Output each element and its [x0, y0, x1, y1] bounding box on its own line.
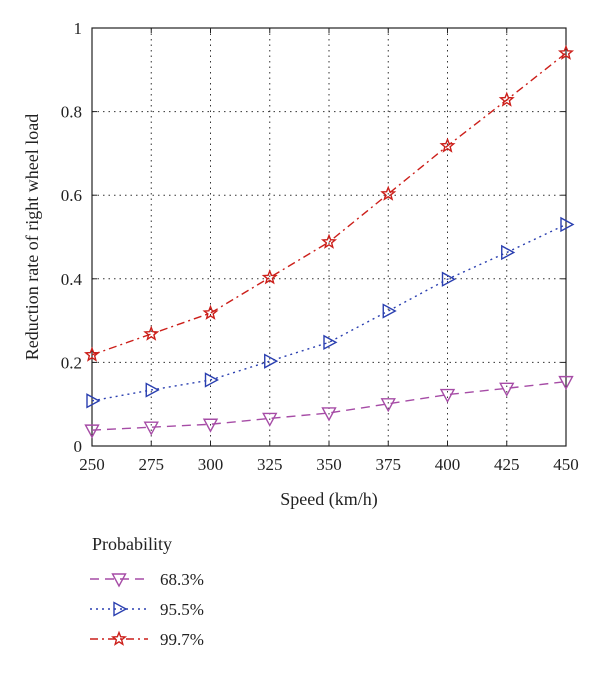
data-point-marker [143, 421, 159, 436]
legend-marker [110, 630, 128, 646]
legend: 68.3% 95.5% 99.7% [90, 570, 204, 649]
y-tick-label: 1 [74, 19, 83, 38]
y-tick-label: 0.4 [61, 270, 83, 289]
data-point-marker [264, 353, 279, 369]
y-tick-label: 0.8 [61, 103, 82, 122]
series-layer [83, 44, 575, 439]
legend-marker [111, 573, 127, 588]
data-point-marker [202, 304, 219, 320]
data-point-marker [204, 372, 219, 388]
legend-item: 95.5% [90, 600, 204, 619]
series-1 [86, 216, 575, 409]
legend-item: 99.7% [90, 630, 204, 649]
data-point-marker [439, 388, 456, 404]
x-tick-label: 250 [79, 455, 105, 474]
legend-marker [113, 601, 128, 617]
x-axis-label: Speed (km/h) [280, 489, 377, 510]
legend-title: Probability [92, 534, 172, 554]
data-point-marker [320, 233, 338, 249]
data-point-marker [380, 398, 396, 413]
x-tick-label: 275 [139, 455, 165, 474]
y-tick-label: 0.6 [61, 186, 82, 205]
data-point-marker [560, 216, 575, 233]
x-tick-label: 400 [435, 455, 461, 474]
data-point-marker [145, 382, 160, 398]
series-0 [84, 375, 574, 439]
data-point-marker [262, 412, 278, 427]
y-axis-label: Reduction rate of right wheel load [22, 114, 42, 360]
x-tick-label: 375 [376, 455, 402, 474]
data-point-marker [439, 137, 456, 153]
x-tick-label: 300 [198, 455, 224, 474]
data-point-marker [202, 418, 219, 433]
data-point-marker [441, 271, 456, 287]
data-point-marker [380, 185, 397, 201]
legend-label: 68.3% [160, 570, 204, 589]
series-line [91, 223, 567, 402]
series-line [91, 380, 567, 431]
x-tick-label: 350 [316, 455, 342, 474]
y-tick-label: 0 [74, 437, 83, 456]
data-point-marker [86, 393, 101, 409]
legend-item: 68.3% [90, 570, 204, 589]
data-point-marker [382, 303, 397, 319]
data-point-marker [143, 325, 160, 341]
data-point-marker [84, 424, 100, 439]
legend-label: 95.5% [160, 600, 204, 619]
series-2 [83, 44, 575, 362]
data-point-marker [501, 244, 516, 261]
data-point-marker [499, 382, 515, 397]
x-tick-label: 425 [494, 455, 520, 474]
legend-label: 99.7% [160, 630, 204, 649]
data-point-marker [321, 407, 337, 422]
x-tick-label: 325 [257, 455, 283, 474]
data-point-marker [498, 91, 515, 107]
data-point-marker [323, 334, 338, 351]
axes-ticks: 250 275 300 325 350 375 400 425 450 0 0.2 0.4 0.6 0.8… [61, 19, 579, 474]
data-point-marker [261, 269, 278, 285]
x-tick-label: 450 [553, 455, 579, 474]
data-point-marker [557, 44, 575, 60]
data-point-marker [83, 346, 101, 362]
y-tick-label: 0.2 [61, 353, 82, 372]
data-point-marker [558, 375, 574, 391]
